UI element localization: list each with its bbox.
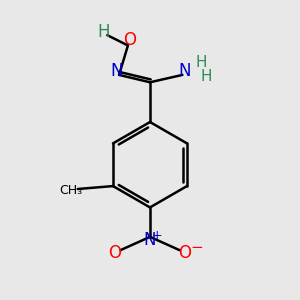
Text: +: + [151,229,162,242]
Text: N: N [110,62,123,80]
Text: −: − [190,240,203,255]
Text: O: O [178,244,191,262]
Text: N: N [178,62,191,80]
Text: O: O [108,244,121,262]
Text: N: N [143,231,156,249]
Text: O: O [123,31,136,49]
Text: H: H [196,55,207,70]
Text: CH₃: CH₃ [60,184,83,197]
Text: H: H [201,69,212,84]
Text: H: H [98,22,110,40]
